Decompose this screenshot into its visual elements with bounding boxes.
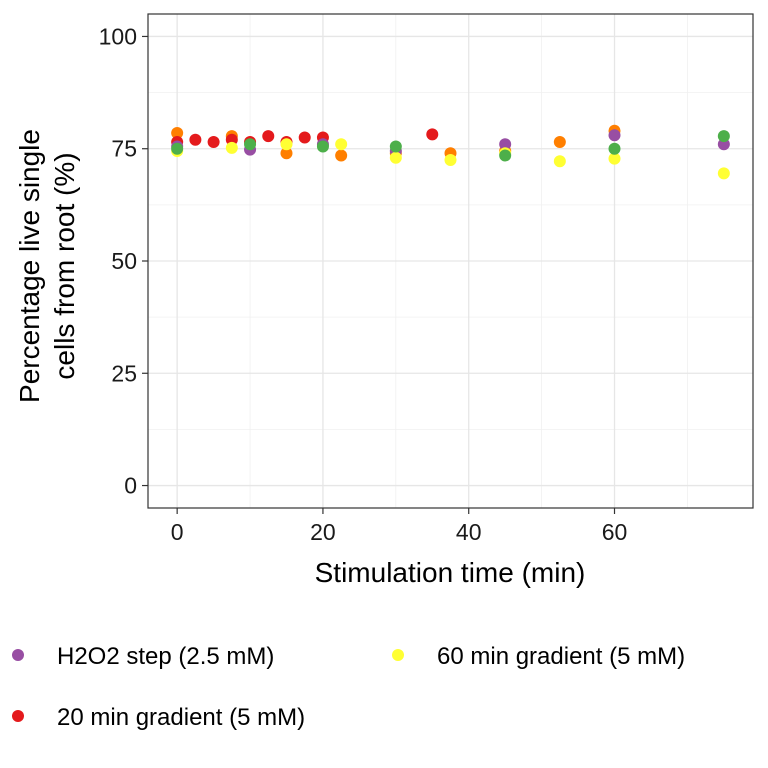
data-point	[499, 138, 512, 151]
axes: 0 20 40 60 0 25 50 75 100	[99, 23, 628, 545]
data-point	[553, 155, 566, 168]
data-point	[244, 138, 257, 151]
data-point	[171, 127, 184, 140]
legend-label-60-min-gradient: 60 min gradient (5 mM)	[437, 643, 685, 670]
data-point	[444, 153, 457, 166]
data-point	[608, 129, 621, 142]
data-point	[608, 142, 621, 155]
data-point	[608, 152, 621, 165]
y-axis-title-line-1: Percentage live single	[14, 129, 45, 403]
data-point	[189, 133, 202, 146]
x-tick-label: 20	[310, 519, 336, 545]
x-tick-label: 40	[456, 519, 482, 545]
data-point	[717, 130, 730, 143]
data-point	[389, 140, 402, 153]
data-point	[335, 149, 348, 162]
y-tick-label: 50	[111, 248, 137, 274]
data-point	[316, 140, 329, 153]
legend-key-20-min-gradient	[12, 710, 24, 722]
data-point	[389, 151, 402, 164]
data-point	[499, 149, 512, 162]
data-point	[171, 142, 184, 155]
legend-label-20-min-gradient: 20 min gradient (5 mM)	[57, 704, 305, 731]
x-tick-label: 60	[602, 519, 628, 545]
legend-label-h2o2-step: H2O2 step (2.5 mM)	[57, 643, 274, 670]
y-tick-label: 100	[99, 23, 137, 49]
data-point	[717, 167, 730, 180]
legend-item-h2o2-step: H2O2 step (2.5 mM)	[12, 643, 274, 670]
y-tick-label: 0	[124, 473, 137, 499]
legend: H2O2 step (2.5 mM) 60 min gradient (5 mM…	[12, 643, 685, 731]
x-tick-label: 0	[171, 519, 184, 545]
data-point	[298, 131, 311, 144]
y-axis-title-line-2: cells from root (%)	[49, 152, 80, 379]
grid-lines	[148, 14, 753, 508]
y-tick-label: 75	[111, 136, 137, 162]
legend-item-60-min-gradient: 60 min gradient (5 mM)	[392, 643, 685, 670]
legend-key-60-min-gradient	[392, 649, 404, 661]
legend-item-20-min-gradient: 20 min gradient (5 mM)	[12, 704, 305, 731]
y-axis-title: Percentage live single cells from root (…	[14, 129, 80, 403]
data-point	[553, 135, 566, 148]
data-point	[225, 141, 238, 154]
x-axis-title: Stimulation time (min)	[315, 557, 586, 588]
data-point	[262, 130, 275, 143]
data-point	[426, 128, 439, 141]
legend-key-h2o2-step	[12, 649, 24, 661]
y-tick-label: 25	[111, 360, 137, 386]
data-point	[280, 138, 293, 151]
data-point	[207, 135, 220, 148]
data-point	[335, 138, 348, 151]
data-point	[280, 147, 293, 160]
data-points	[171, 124, 730, 180]
